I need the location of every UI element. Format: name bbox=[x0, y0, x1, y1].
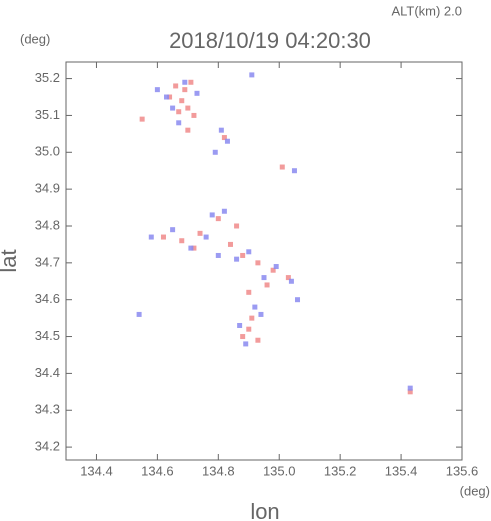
echo-point bbox=[258, 311, 264, 317]
chart-title: 2018/10/19 04:20:30 bbox=[169, 28, 371, 53]
y-tick-label: 34.9 bbox=[35, 181, 60, 196]
echo-point bbox=[255, 337, 261, 343]
x-tick-label: 134.6 bbox=[141, 463, 174, 478]
echo-point bbox=[182, 87, 188, 93]
echo-point bbox=[179, 98, 185, 104]
y-axis-label: lat bbox=[0, 249, 21, 272]
echo-point bbox=[188, 245, 194, 251]
x-unit: (deg) bbox=[460, 483, 490, 498]
x-tick-label: 134.4 bbox=[80, 463, 113, 478]
x-tick-label: 135.4 bbox=[385, 463, 418, 478]
echo-point bbox=[191, 112, 197, 118]
x-tick-label: 135.2 bbox=[324, 463, 357, 478]
echo-point bbox=[270, 267, 276, 273]
echo-point bbox=[261, 275, 267, 281]
echo-point bbox=[179, 238, 185, 244]
echo-point bbox=[194, 90, 200, 96]
echo-point bbox=[160, 234, 166, 240]
echo-point bbox=[255, 260, 261, 266]
y-tick-label: 35.1 bbox=[35, 107, 60, 122]
y-tick-label: 34.8 bbox=[35, 217, 60, 232]
echo-point bbox=[237, 322, 243, 328]
echo-point bbox=[154, 87, 160, 93]
echo-point bbox=[246, 326, 252, 332]
echo-point bbox=[407, 389, 413, 395]
echo-point bbox=[264, 282, 270, 288]
echo-point bbox=[224, 138, 230, 144]
echo-point bbox=[221, 208, 227, 214]
y-tick-label: 34.6 bbox=[35, 291, 60, 306]
y-tick-label: 34.4 bbox=[35, 365, 60, 380]
y-tick-label: 34.2 bbox=[35, 439, 60, 454]
echo-point bbox=[215, 216, 221, 222]
x-tick-label: 135.0 bbox=[263, 463, 296, 478]
echo-point bbox=[176, 109, 182, 115]
echo-point bbox=[173, 83, 179, 89]
echo-point bbox=[285, 275, 291, 281]
y-unit: (deg) bbox=[20, 31, 50, 46]
echo-point bbox=[176, 120, 182, 126]
echo-point bbox=[246, 249, 252, 255]
y-tick-label: 35.0 bbox=[35, 144, 60, 159]
echo-point bbox=[240, 334, 246, 340]
echo-point bbox=[227, 241, 233, 247]
echo-point bbox=[182, 79, 188, 85]
echo-point bbox=[197, 230, 203, 236]
echo-point bbox=[215, 252, 221, 258]
echo-point bbox=[221, 135, 227, 141]
altitude-label: ALT(km) 2.0 bbox=[391, 3, 462, 18]
echo-point bbox=[291, 168, 297, 174]
echo-point bbox=[249, 315, 255, 321]
echo-point bbox=[218, 127, 224, 133]
echo-point bbox=[234, 223, 240, 229]
echo-point bbox=[240, 252, 246, 258]
echo-point bbox=[188, 79, 194, 85]
x-axis-label: lon bbox=[250, 499, 279, 521]
echo-point bbox=[288, 278, 294, 284]
echo-point bbox=[136, 311, 142, 317]
echo-point bbox=[279, 164, 285, 170]
echo-point bbox=[203, 234, 209, 240]
echo-point bbox=[170, 227, 176, 233]
echo-point bbox=[191, 245, 197, 251]
y-tick-label: 34.7 bbox=[35, 254, 60, 269]
x-tick-label: 134.8 bbox=[202, 463, 235, 478]
plot-frame bbox=[65, 61, 463, 461]
echo-point bbox=[139, 116, 145, 122]
echo-point bbox=[407, 385, 413, 391]
echo-point bbox=[209, 212, 215, 218]
echo-point bbox=[234, 256, 240, 262]
echo-point bbox=[243, 341, 249, 347]
echo-point bbox=[167, 94, 173, 100]
echo-point bbox=[252, 304, 258, 310]
echo-point bbox=[164, 94, 170, 100]
x-tick-label: 135.6 bbox=[446, 463, 479, 478]
echo-point bbox=[185, 105, 191, 111]
echo-point bbox=[273, 264, 279, 270]
echo-point bbox=[249, 72, 255, 78]
echo-point bbox=[295, 297, 301, 303]
echo-point bbox=[246, 289, 252, 295]
echo-point bbox=[148, 234, 154, 240]
echo-point bbox=[212, 149, 218, 155]
y-tick-label: 35.2 bbox=[35, 70, 60, 85]
echo-point bbox=[170, 105, 176, 111]
y-tick-label: 34.5 bbox=[35, 328, 60, 343]
echo-point bbox=[185, 127, 191, 133]
y-tick-label: 34.3 bbox=[35, 402, 60, 417]
